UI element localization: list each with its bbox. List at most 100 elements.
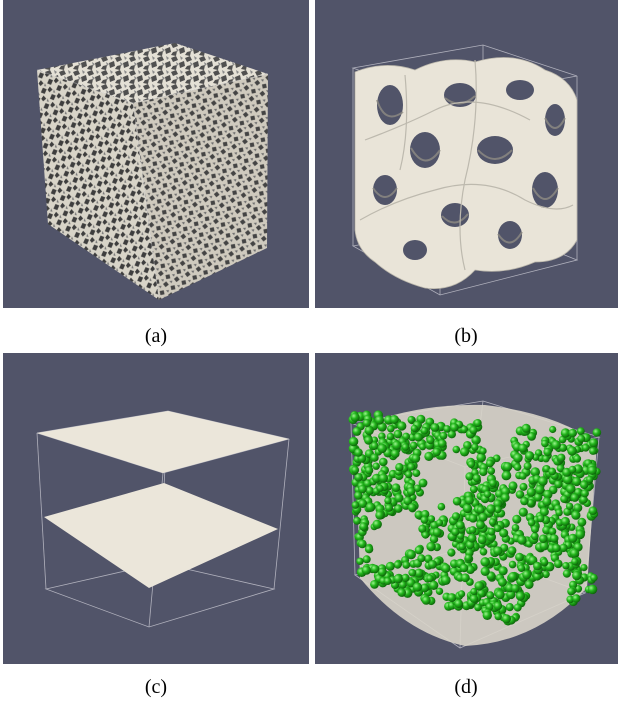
particle-sphere: [460, 425, 469, 434]
particle-sphere: [351, 466, 360, 474]
particle-sphere: [479, 447, 487, 455]
particle-sphere: [402, 561, 411, 569]
particle-sphere: [364, 466, 374, 475]
particle-sphere: [507, 546, 517, 555]
particle-sphere: [536, 514, 545, 523]
particle-sphere: [408, 568, 417, 577]
particle-sphere: [464, 554, 473, 562]
particle-sphere: [426, 574, 434, 583]
particle-sphere: [461, 573, 470, 583]
particle-sphere: [430, 423, 440, 432]
particle-sphere: [560, 428, 571, 438]
particle-sphere: [577, 517, 587, 527]
lower-plane: [44, 483, 278, 588]
particle-sphere: [376, 484, 384, 492]
particle-sphere: [513, 463, 522, 471]
particle-sphere: [452, 445, 461, 454]
particle-sphere: [451, 512, 461, 521]
particle-sphere: [567, 587, 576, 596]
particle-sphere: [556, 464, 565, 473]
particle-sphere: [543, 489, 553, 500]
particles-render-d: [315, 353, 618, 664]
particle-sphere: [406, 487, 416, 496]
particle-sphere: [371, 473, 382, 483]
particle-sphere: [390, 449, 400, 458]
particle-sphere: [412, 582, 423, 592]
particle-sphere: [413, 432, 423, 442]
particle-sphere: [560, 495, 569, 503]
particle-sphere: [468, 526, 477, 534]
particle-sphere: [452, 496, 462, 506]
particle-sphere: [487, 467, 496, 475]
particle-sphere: [414, 545, 424, 555]
particle-sphere: [479, 548, 488, 556]
particle-sphere: [354, 473, 363, 482]
particle-sphere: [572, 594, 581, 603]
particle-sphere: [505, 603, 514, 612]
particle-sphere: [551, 440, 561, 450]
particle-sphere: [438, 439, 447, 448]
particle-sphere: [527, 432, 536, 441]
particle-sphere: [526, 487, 536, 497]
particle-sphere: [477, 535, 487, 545]
particle-sphere: [569, 580, 578, 589]
particle-sphere: [533, 561, 542, 571]
caption-c: (c): [144, 676, 168, 698]
particle-sphere: [365, 486, 374, 495]
particle-sphere: [501, 493, 510, 502]
particle-sphere: [399, 580, 407, 589]
particle-sphere: [389, 415, 399, 424]
particle-sphere: [435, 519, 444, 527]
particle-sphere: [455, 520, 465, 530]
particle-sphere: [414, 510, 424, 520]
particle-sphere: [462, 503, 473, 514]
particle-sphere: [494, 505, 502, 514]
particle-sphere: [469, 485, 478, 494]
particle-sphere: [447, 430, 456, 439]
particle-sphere: [562, 562, 570, 570]
particle-sphere: [554, 480, 563, 489]
particle-sphere: [350, 412, 360, 422]
particle-sphere: [418, 524, 427, 533]
particle-sphere: [364, 545, 374, 554]
particle-sphere: [385, 503, 393, 512]
particle-sphere: [413, 484, 422, 493]
particle-sphere: [563, 474, 573, 485]
particle-sphere: [420, 516, 429, 524]
particle-sphere: [582, 444, 590, 452]
particle-sphere: [447, 593, 457, 603]
particle-sphere: [428, 560, 437, 569]
particle-sphere: [527, 499, 535, 507]
particle-sphere: [568, 465, 577, 474]
cube-right-face: [133, 74, 268, 300]
particle-sphere: [432, 527, 442, 537]
particle-sphere: [519, 482, 528, 491]
particle-sphere: [486, 504, 496, 514]
particle-sphere: [354, 491, 363, 500]
particle-sphere: [539, 534, 548, 543]
particle-sphere: [429, 535, 439, 544]
panel-d-sphere-particles: [315, 353, 618, 664]
particle-sphere: [358, 499, 368, 508]
cube-front-face: [37, 70, 159, 300]
particle-sphere: [525, 451, 535, 461]
particle-sphere: [562, 569, 571, 578]
particle-sphere: [590, 573, 598, 582]
particle-sphere: [447, 548, 456, 557]
particle-sphere: [527, 518, 536, 527]
particle-sphere: [520, 496, 529, 506]
particle-sphere: [508, 572, 518, 582]
particle-sphere: [503, 462, 513, 472]
particle-sphere: [420, 426, 429, 435]
particle-sphere: [500, 486, 511, 496]
particle-sphere: [439, 431, 448, 440]
particle-sphere: [568, 533, 578, 543]
panel-c-two-planes: [3, 353, 309, 664]
particle-sphere: [517, 564, 526, 572]
particle-sphere: [493, 601, 503, 611]
particle-sphere: [370, 580, 379, 589]
particle-sphere: [542, 497, 552, 507]
particle-sphere: [555, 508, 563, 517]
particle-sphere: [365, 502, 376, 512]
particle-sphere: [469, 426, 478, 435]
